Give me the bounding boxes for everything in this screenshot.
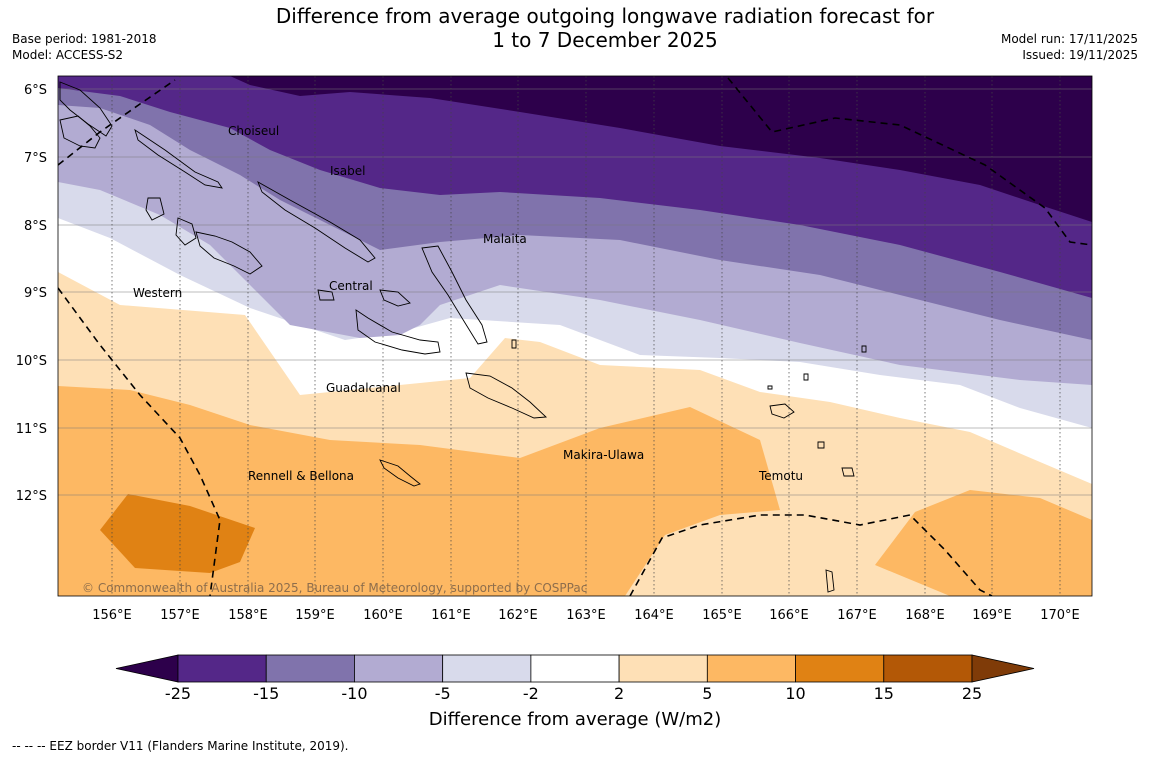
lon-tick: 156°E <box>92 608 132 623</box>
lon-gridlines <box>111 76 1061 596</box>
colorbar-segment <box>883 654 973 683</box>
label-temotu: Temotu <box>758 469 803 483</box>
island-small-e3 <box>767 385 773 390</box>
lat-tick: 9°S <box>24 286 47 301</box>
colorbar: -25 -15 -10 -5 -2 2 5 10 15 25 <box>115 654 1035 700</box>
title-line-2: 1 to 7 December 2025 <box>492 28 718 52</box>
island-santa-cruz <box>769 403 795 419</box>
lon-tick: 159°E <box>295 608 335 623</box>
island-small-e1 <box>825 569 835 593</box>
colorbar-tick: 15 <box>874 684 894 700</box>
lat-tick: 6°S <box>24 83 47 98</box>
model-run: Model run: 17/11/2025 <box>1000 32 1138 46</box>
colorbar-tick: -25 <box>165 684 191 700</box>
island-shortlands <box>59 115 101 149</box>
island-ngella <box>379 289 411 307</box>
colorbar-tick: 5 <box>702 684 712 700</box>
lat-tick: 12°S <box>16 489 47 504</box>
lon-tick: 169°E <box>972 608 1012 623</box>
issued-date: Issued: 19/11/2025 <box>1022 48 1138 62</box>
island-rennell <box>379 459 421 487</box>
map-frame <box>57 75 1093 597</box>
colorbar-segment <box>530 654 620 683</box>
island-new-georgia-2 <box>195 231 263 275</box>
label-rennell-bellona: Rennell & Bellona <box>248 469 354 483</box>
colorbar-segment <box>618 654 708 683</box>
colorbar-tick: 10 <box>785 684 805 700</box>
lat-tick: 7°S <box>24 151 47 166</box>
eez-footnote: -- -- -- EEZ border V11 (Flanders Marine… <box>12 739 349 753</box>
label-makira-ulawa: Makira-Ulawa <box>563 448 644 462</box>
colorbar-segment <box>442 654 532 683</box>
colorbar-tick: -15 <box>253 684 279 700</box>
lon-tick: 166°E <box>769 608 809 623</box>
forecast-map: Choiseul Isabel Malaita Western Central … <box>16 75 1093 700</box>
island-new-georgia <box>175 217 197 246</box>
lon-tick: 170°E <box>1040 608 1080 623</box>
lat-tick: 8°S <box>24 219 47 234</box>
island-malaita <box>421 245 488 345</box>
lon-tick: 158°E <box>228 608 268 623</box>
lon-tick: 168°E <box>905 608 945 623</box>
lat-tick: 11°S <box>16 422 47 437</box>
coastlines <box>59 81 867 593</box>
island-vanikoro <box>841 467 855 477</box>
lon-tick: 162°E <box>498 608 538 623</box>
base-period: Base period: 1981-2018 <box>12 32 157 46</box>
island-vella-lavella <box>145 197 165 221</box>
colorbar-tick: -2 <box>523 684 539 700</box>
island-small-e2 <box>803 373 809 381</box>
colorbar-segment <box>795 654 885 683</box>
meta-right: Model run: 17/11/2025 Issued: 19/11/2025 <box>1001 31 1138 63</box>
colorbar-segment <box>177 654 267 683</box>
island-utupua <box>817 441 825 449</box>
island-small-e5 <box>511 339 517 349</box>
island-choiseul <box>134 128 223 189</box>
label-western: Western <box>133 286 182 300</box>
meta-left: Base period: 1981-2018 Model: ACCESS-S2 <box>12 31 157 63</box>
lon-tick: 165°E <box>702 608 742 623</box>
label-guadalcanal: Guadalcanal <box>326 381 401 395</box>
lon-tick: 161°E <box>431 608 471 623</box>
band-5-10-east <box>875 490 1092 596</box>
island-isabel <box>257 180 376 263</box>
band-below-minus-25 <box>230 76 1092 222</box>
lat-gridlines <box>58 88 1092 496</box>
colorbar-tick: -10 <box>341 684 367 700</box>
lon-tick: 160°E <box>363 608 403 623</box>
lon-tick: 163°E <box>566 608 606 623</box>
chart-title: Difference from average outgoing longwav… <box>230 4 980 52</box>
contour-field: Choiseul Isabel Malaita Western Central … <box>58 76 1092 596</box>
lon-axis: 156°E 157°E 158°E 159°E 160°E 161°E 162°… <box>92 608 1080 623</box>
label-isabel: Isabel <box>330 164 365 178</box>
island-small-e4 <box>861 345 867 353</box>
colorbar-tick: 2 <box>614 684 624 700</box>
island-bougainville <box>59 81 113 137</box>
label-central: Central <box>329 279 373 293</box>
island-guadalcanal <box>355 309 441 355</box>
colorbar-tick: 25 <box>962 684 982 700</box>
island-makira <box>465 372 548 419</box>
lat-axis: 6°S 7°S 8°S 9°S 10°S 11°S 12°S <box>16 83 47 504</box>
colorbar-extend-low <box>115 654 179 683</box>
label-choiseul: Choiseul <box>228 124 279 138</box>
label-malaita: Malaita <box>483 232 527 246</box>
model-name: Model: ACCESS-S2 <box>12 48 124 62</box>
copyright-notice: © Commonwealth of Australia 2025, Bureau… <box>82 581 587 595</box>
colorbar-tick: -5 <box>435 684 451 700</box>
lon-tick: 167°E <box>837 608 877 623</box>
colorbar-segment <box>706 654 796 683</box>
colorbar-segment <box>354 654 444 683</box>
title-line-1: Difference from average outgoing longwav… <box>275 4 935 28</box>
lon-tick: 157°E <box>160 608 200 623</box>
lat-tick: 10°S <box>16 354 47 369</box>
island-russell <box>317 289 335 301</box>
colorbar-label: Difference from average (W/m2) <box>428 709 722 730</box>
eez-borders <box>58 77 1092 596</box>
colorbar-extend-high <box>971 654 1035 683</box>
colorbar-segment <box>265 654 355 683</box>
lon-tick: 164°E <box>634 608 674 623</box>
